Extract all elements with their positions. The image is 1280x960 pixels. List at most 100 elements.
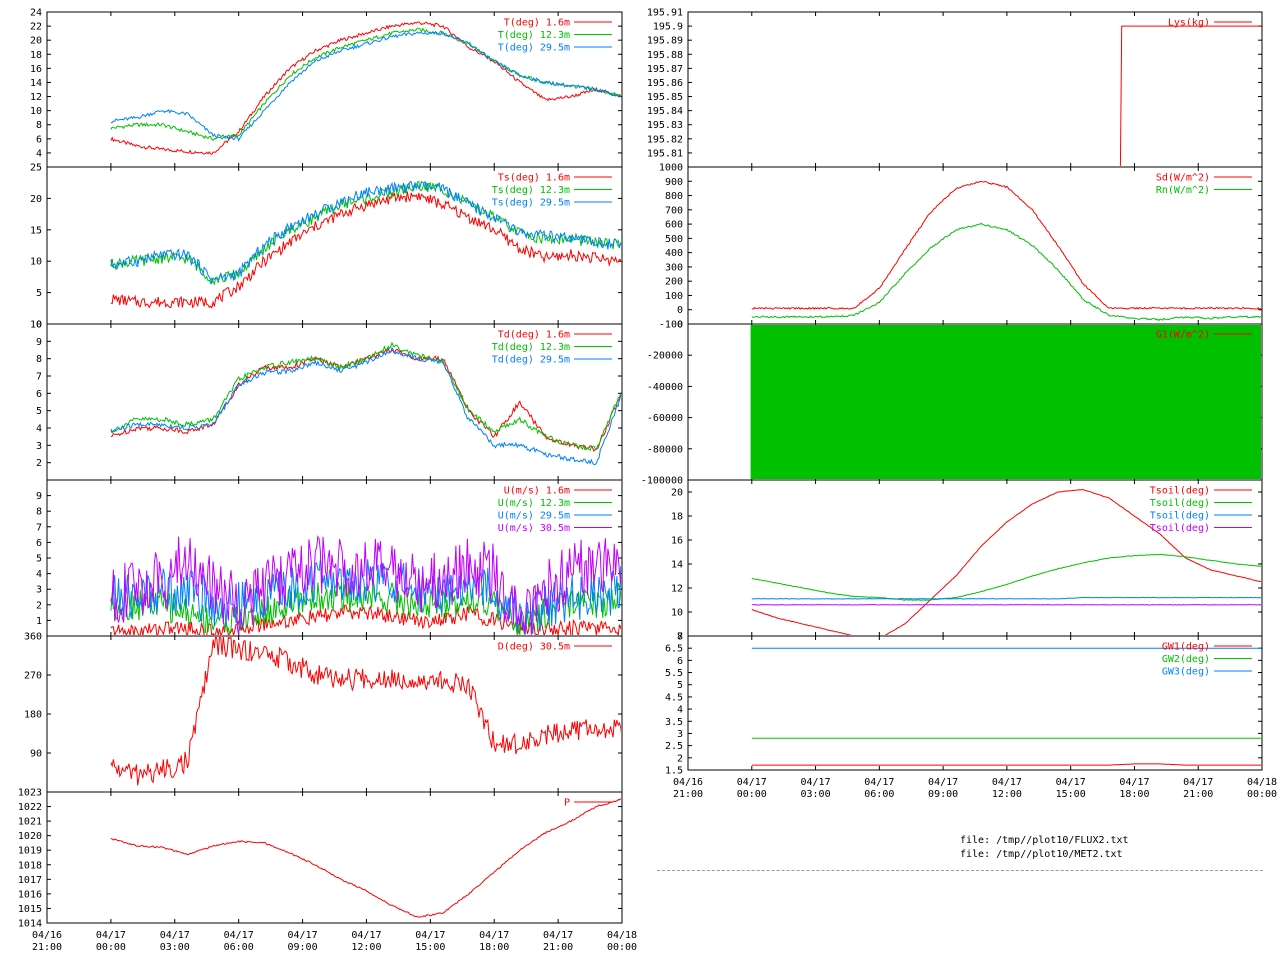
x-tick-time: 06:00 xyxy=(224,942,254,953)
x-tick-time: 15:00 xyxy=(1056,789,1086,800)
series-3 xyxy=(110,30,621,142)
y-tick-label: 5 xyxy=(36,554,42,565)
y-tick-label: 1018 xyxy=(18,860,42,871)
series-2 xyxy=(750,325,1261,479)
x-tick-time: 18:00 xyxy=(1119,789,1149,800)
y-tick-label: 0 xyxy=(677,305,683,316)
x-tick-date: 04/17 xyxy=(1119,777,1149,788)
legend-label: U(m/s) 30.5m xyxy=(498,523,570,534)
x-tick-date: 04/17 xyxy=(992,777,1022,788)
file-path-flux: file: /tmp//plot10/FLUX2.txt xyxy=(960,835,1129,846)
x-tick-date: 04/17 xyxy=(288,930,318,941)
y-tick-label: 10 xyxy=(671,608,683,619)
y-tick-label: 195.9 xyxy=(653,22,683,33)
legend-label: Tsoil(deg) xyxy=(1150,486,1210,497)
y-tick-label: 12 xyxy=(30,92,42,103)
plot-area xyxy=(751,489,1261,635)
legend-label: U(m/s) 1.6m xyxy=(504,486,570,497)
x-tick-date: 04/16 xyxy=(673,777,703,788)
y-tick-label: 1019 xyxy=(18,846,42,857)
y-tick-label: 7 xyxy=(36,372,42,383)
panel-rad: -10001002003004005006007008009001000Sd(W… xyxy=(659,163,1263,331)
y-tick-label: 1020 xyxy=(18,831,42,842)
y-tick-label: 3 xyxy=(677,729,683,740)
legend-label: T(deg) 29.5m xyxy=(498,43,570,54)
y-tick-label: 195.85 xyxy=(647,92,683,103)
plot-area xyxy=(110,534,621,635)
legend-label: GW2(deg) xyxy=(1162,654,1210,665)
panel-press: 1014 1015 1016 1017 1018 1019 1020 1021 1022 1023… xyxy=(18,788,637,954)
legend-label: Ts(deg) 12.3m xyxy=(492,185,570,196)
series-4 xyxy=(110,534,621,635)
series-3 xyxy=(110,180,621,286)
y-tick-label: 1023 xyxy=(18,788,42,799)
y-tick-label: 195.89 xyxy=(647,36,683,47)
x-tick-time: 12:00 xyxy=(351,942,381,953)
x-tick-date: 04/18 xyxy=(607,930,637,941)
x-tick-date: 04/17 xyxy=(351,930,381,941)
y-tick-label: 400 xyxy=(665,248,683,259)
y-tick-label: 195.87 xyxy=(647,64,683,75)
y-tick-label: 360 xyxy=(24,632,42,643)
y-tick-label: 500 xyxy=(665,234,683,245)
x-tick-date: 04/17 xyxy=(737,777,767,788)
y-tick-label: 1 xyxy=(36,616,42,627)
x-tick-time: 03:00 xyxy=(160,942,190,953)
y-tick-label: 1015 xyxy=(18,904,42,915)
y-tick-label: 600 xyxy=(665,220,683,231)
y-tick-label: 5 xyxy=(36,288,42,299)
y-tick-label: 10 xyxy=(30,257,42,268)
y-tick-label: 2.5 xyxy=(665,741,683,752)
y-tick-label: 6 xyxy=(36,389,42,400)
panel-ground: -100000 -80000 -60000 -40000 -20000 0 G1(W/m^2… xyxy=(641,320,1263,487)
series-2 xyxy=(751,553,1261,601)
x-tick-date: 04/17 xyxy=(1183,777,1213,788)
y-tick-label: 6 xyxy=(36,538,42,549)
y-tick-label: 8 xyxy=(36,120,42,131)
legend-label: U(m/s) 12.3m xyxy=(498,498,570,509)
legend-label: Tsoil(deg) xyxy=(1150,523,1210,534)
x-tick-date: 04/17 xyxy=(1056,777,1086,788)
y-tick-label: 1000 xyxy=(659,163,683,174)
y-tick-label: 1022 xyxy=(18,802,42,813)
y-tick-label: -40000 xyxy=(647,382,683,393)
x-tick-date: 04/16 xyxy=(32,930,62,941)
plot-area xyxy=(110,341,621,466)
y-tick-label: 12 xyxy=(671,584,683,595)
series-1 xyxy=(751,763,1261,766)
y-tick-label: 24 xyxy=(30,8,42,19)
y-tick-label: 20 xyxy=(671,488,683,499)
x-tick-time: 21:00 xyxy=(543,942,573,953)
legend-label: Td(deg) 29.5m xyxy=(492,355,570,366)
y-tick-label: 900 xyxy=(665,177,683,188)
y-tick-label: 1017 xyxy=(18,875,42,886)
y-tick-label: 16 xyxy=(30,64,42,75)
legend-label: Td(deg) 1.6m xyxy=(498,330,570,341)
panel-gw: 1.5 22.533.54 4.555.566.57 GW1(deg)GW2(deg)… xyxy=(665,632,1277,801)
y-tick-label: 5 xyxy=(677,680,683,691)
x-tick-date: 04/17 xyxy=(96,930,126,941)
x-tick-time: 18:00 xyxy=(479,942,509,953)
series-2 xyxy=(751,222,1261,322)
x-tick-time: 21:00 xyxy=(32,942,62,953)
y-tick-label: 4 xyxy=(36,569,42,580)
y-tick-label: 2 xyxy=(36,458,42,469)
x-tick-time: 21:00 xyxy=(673,789,703,800)
legend-label: Sd(W/m^2) xyxy=(1156,173,1210,184)
y-tick-label: -80000 xyxy=(647,444,683,455)
legend-label: Lys(kg) xyxy=(1168,18,1210,29)
legend-label: D(deg) 30.5m xyxy=(498,642,570,653)
y-tick-label: 0 xyxy=(36,320,42,331)
y-tick-label: 3.5 xyxy=(665,717,683,728)
panel-frame xyxy=(687,635,1263,771)
plot-area xyxy=(110,637,621,786)
x-tick-date: 04/17 xyxy=(928,777,958,788)
dashed-separator xyxy=(657,870,1263,871)
y-tick-label: 195.83 xyxy=(647,120,683,131)
y-tick-label: 9 xyxy=(36,337,42,348)
y-tick-label: 10 xyxy=(30,320,42,331)
y-tick-label: 180 xyxy=(24,710,42,721)
